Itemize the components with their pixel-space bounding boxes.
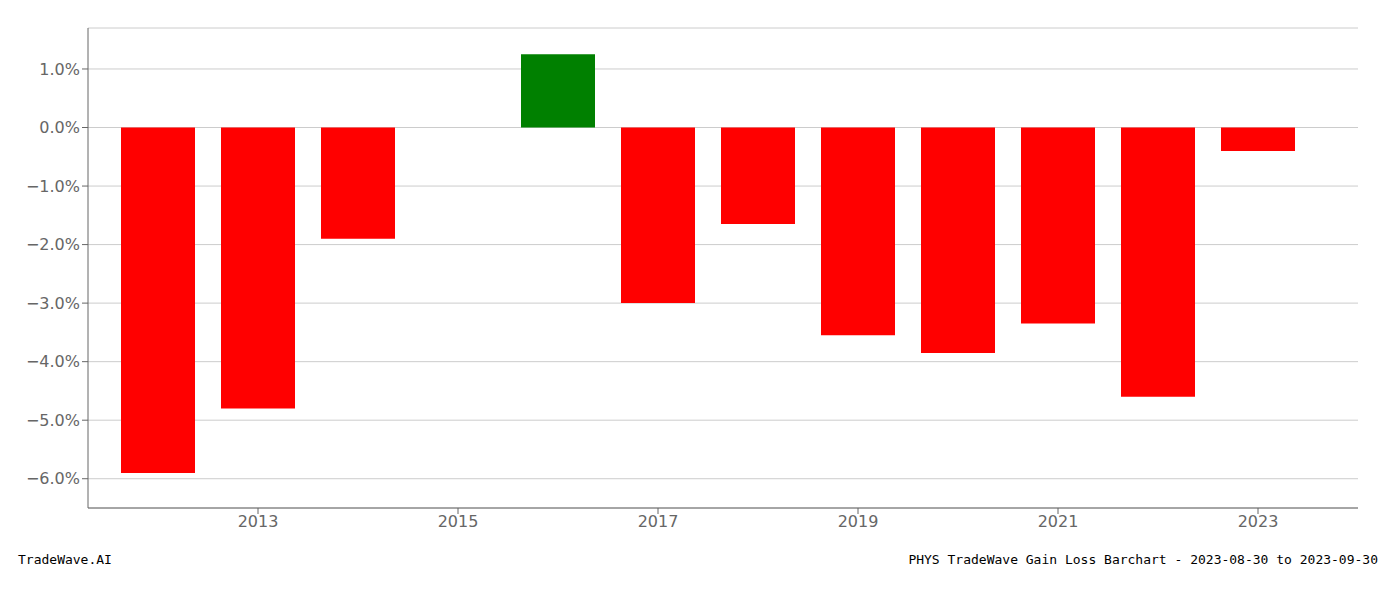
svg-text:2013: 2013 — [238, 512, 279, 531]
svg-text:−2.0%: −2.0% — [26, 235, 80, 254]
html-text:PHYS TradeWave Gain Loss Barch: PHYS TradeWave Gain Loss Barchart - 2023… — [908, 552, 1378, 567]
svg-text:0.0%: 0.0% — [39, 118, 80, 137]
svg-text:2017: 2017 — [638, 512, 679, 531]
svg-text:−3.0%: −3.0% — [26, 294, 80, 313]
svg-text:−5.0%: −5.0% — [26, 411, 80, 430]
svg-text:2019: 2019 — [838, 512, 879, 531]
svg-text:−4.0%: −4.0% — [26, 352, 80, 371]
svg-text:−1.0%: −1.0% — [26, 177, 80, 196]
svg-text:2015: 2015 — [438, 512, 479, 531]
svg-text:1.0%: 1.0% — [39, 60, 80, 79]
svg-text:−6.0%: −6.0% — [26, 469, 80, 488]
svg-text:2023: 2023 — [1238, 512, 1279, 531]
html-text:TradeWave.AI: TradeWave.AI — [18, 552, 112, 567]
svg-text:2021: 2021 — [1038, 512, 1079, 531]
